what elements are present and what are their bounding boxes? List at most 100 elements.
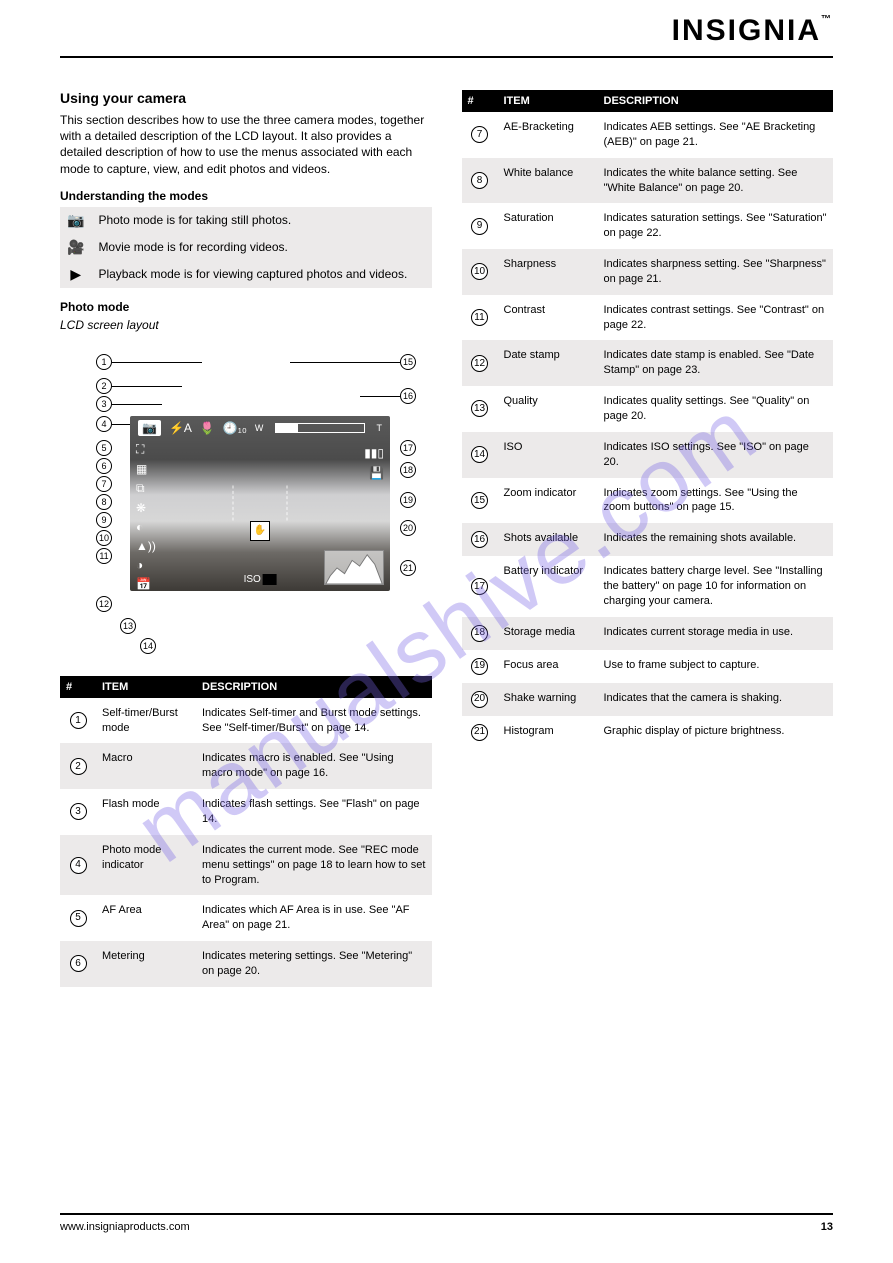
lcd-top-row: 📷 ⚡A 🌷 🕘₁₀ W T (138, 420, 382, 436)
contrast-icon: ◑ (136, 558, 156, 572)
callout-10: 10 (96, 530, 112, 546)
mode-label: Playback mode is for viewing captured ph… (91, 261, 431, 288)
cell-desc: Indicates flash settings. See "Flash" on… (196, 789, 432, 835)
page-number: 13 (821, 1221, 833, 1233)
callout-11: 11 (96, 548, 112, 564)
lcd-timer-icon: 🕘₁₀ (223, 421, 247, 435)
callout-8: 8 (96, 494, 112, 510)
aeb-icon: ⧉ (136, 481, 156, 496)
camera-icon: 📷 (67, 212, 84, 228)
cell-item: Flash mode (96, 789, 196, 835)
table-row: 10 Sharpness Indicates sharpness setting… (462, 249, 834, 295)
left-column: Using your camera This section describes… (60, 90, 432, 1193)
table-row: 8 White balance Indicates the white bala… (462, 158, 834, 204)
histogram-icon (325, 551, 383, 584)
cell-num: 3 (60, 789, 96, 835)
mode-row: ▶ Playback mode is for viewing captured … (60, 261, 432, 288)
brand-text: INSIGNIA (672, 14, 821, 47)
table-row: 6 Metering Indicates metering settings. … (60, 941, 432, 987)
table-row: 16 Shots available Indicates the remaini… (462, 523, 834, 556)
datestamp-icon: 📅 (136, 577, 156, 591)
callout-14: 14 (140, 638, 156, 654)
cell-item: Macro (96, 743, 196, 789)
cell-item: Self-timer/Burst mode (96, 698, 196, 744)
header-rule (60, 56, 833, 58)
af-area-icon: ⛶ (136, 442, 156, 457)
section-heading: Using your camera (60, 90, 432, 106)
callout-20: 20 (400, 520, 416, 536)
right-column: # ITEM DESCRIPTION 7 AE-Bracketing Indic… (462, 90, 834, 1193)
mode-icon: 🎥 (60, 234, 91, 261)
cell-item: AF Area (96, 895, 196, 941)
callout-13: 13 (120, 618, 136, 634)
th-num: # (60, 676, 96, 698)
shake-warning-icon: ✋ (250, 521, 270, 541)
cell-desc: Indicates macro is enabled. See "Using m… (196, 743, 432, 789)
intro-paragraph: This section describes how to use the th… (60, 112, 432, 177)
cell-item: Metering (96, 941, 196, 987)
mode-table: 📷 Photo mode is for taking still photos.… (60, 207, 432, 288)
table-row: 7 AE-Bracketing Indicates AEB settings. … (462, 112, 834, 158)
wb-icon: ❋ (136, 501, 156, 515)
callout-table-left: # ITEM DESCRIPTION 1 Self-timer/Burst mo… (60, 676, 432, 987)
mode-label: Movie mode is for recording videos. (91, 234, 431, 261)
iso-label: ISO (244, 574, 277, 585)
lcd-mode-badge: 📷 (138, 420, 161, 436)
cell-num: 4 (60, 835, 96, 896)
cell-desc: Indicates Self-timer and Burst mode sett… (196, 698, 432, 744)
cell-desc: Indicates the current mode. See "REC mod… (196, 835, 432, 896)
table-row: 17 Battery indicator Indicates battery c… (462, 556, 834, 617)
th-desc: DESCRIPTION (196, 676, 432, 698)
lcd-flash-icon: ⚡A (169, 421, 192, 435)
table-row: 12 Date stamp Indicates date stamp is en… (462, 340, 834, 386)
table-row: 21 Histogram Graphic display of picture … (462, 716, 834, 749)
zoom-w: W (255, 423, 264, 433)
cell-desc: Indicates metering settings. See "Meteri… (196, 941, 432, 987)
callout-17: 17 (400, 440, 416, 456)
callout-6: 6 (96, 458, 112, 474)
table-row: 3 Flash mode Indicates flash settings. S… (60, 789, 432, 835)
mode-row: 📷 Photo mode is for taking still photos. (60, 207, 432, 234)
subheading-photo-mode: Photo mode (60, 300, 432, 314)
brand-tm: ™ (821, 14, 833, 25)
leader-line (360, 396, 400, 397)
zoom-t: T (377, 423, 383, 433)
table-row: 14 ISO Indicates ISO settings. See "ISO"… (462, 432, 834, 478)
mode-label: Photo mode is for taking still photos. (91, 207, 431, 234)
lcd-left-icons: ⛶ ▦ ⧉ ❋ ◐ ▲)) ◑ 📅 (136, 442, 156, 591)
callout-15: 15 (400, 354, 416, 370)
leader-line (112, 424, 132, 425)
th-item: ITEM (96, 676, 196, 698)
metering-icon: ▦ (136, 462, 156, 476)
callout-16: 16 (400, 388, 416, 404)
th-item: ITEM (498, 90, 598, 112)
page-header: INSIGNIA™ (0, 0, 893, 80)
callout-12: 12 (96, 596, 112, 612)
subheading-lcd: LCD screen layout (60, 318, 432, 332)
leader-line (112, 404, 162, 405)
lcd-right-icons: ▮▮▯ 💾 (364, 446, 384, 480)
callout-7: 7 (96, 476, 112, 492)
cell-num: 5 (60, 895, 96, 941)
table-row: 13 Quality Indicates quality settings. S… (462, 386, 834, 432)
table-row: 5 AF Area Indicates which AF Area is in … (60, 895, 432, 941)
cell-num: 1 (60, 698, 96, 744)
cell-item: Photo mode indicator (96, 835, 196, 896)
callout-21: 21 (400, 560, 416, 576)
callout-9: 9 (96, 512, 112, 528)
page-body: Using your camera This section describes… (60, 90, 833, 1193)
mode-row: 🎥 Movie mode is for recording videos. (60, 234, 432, 261)
callout-1: 1 (96, 354, 112, 370)
brand-logo: INSIGNIA™ (662, 14, 833, 48)
saturation-icon: ◐ (136, 520, 156, 534)
lcd-zoom-bar (275, 423, 364, 433)
callout-table-right: # ITEM DESCRIPTION 7 AE-Bracketing Indic… (462, 90, 834, 749)
subheading-modes: Understanding the modes (60, 189, 432, 203)
th-num: # (462, 90, 498, 112)
table-row: 2 Macro Indicates macro is enabled. See … (60, 743, 432, 789)
callout-2: 2 (96, 378, 112, 394)
table-row: 19 Focus area Use to frame subject to ca… (462, 650, 834, 683)
callout-18: 18 (400, 462, 416, 478)
movie-icon: 🎥 (67, 239, 84, 255)
table-row: 9 Saturation Indicates saturation settin… (462, 203, 834, 249)
